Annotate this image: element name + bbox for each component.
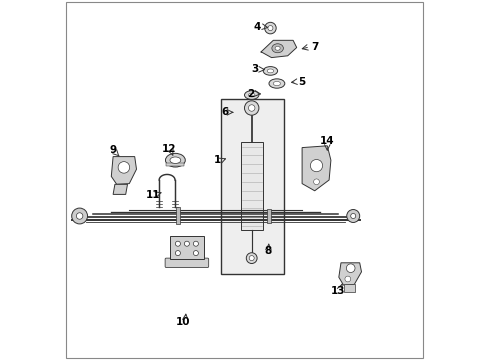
Ellipse shape bbox=[273, 81, 280, 86]
Circle shape bbox=[72, 208, 87, 224]
Circle shape bbox=[184, 241, 189, 246]
Bar bbox=[166, 163, 184, 166]
Polygon shape bbox=[260, 40, 296, 58]
Bar bbox=[241, 142, 262, 230]
Bar bbox=[221, 99, 284, 274]
Circle shape bbox=[246, 253, 257, 264]
Text: 11: 11 bbox=[146, 190, 161, 200]
Circle shape bbox=[248, 105, 254, 111]
Text: 3: 3 bbox=[250, 64, 258, 74]
Text: 6: 6 bbox=[221, 107, 228, 117]
Bar bbox=[266, 209, 270, 223]
Text: 5: 5 bbox=[298, 77, 305, 87]
Circle shape bbox=[267, 26, 272, 31]
Text: 14: 14 bbox=[319, 136, 334, 147]
Circle shape bbox=[76, 213, 82, 219]
Text: 10: 10 bbox=[175, 317, 189, 327]
Ellipse shape bbox=[266, 69, 273, 73]
Circle shape bbox=[264, 22, 276, 34]
Polygon shape bbox=[111, 157, 136, 184]
Circle shape bbox=[346, 210, 359, 222]
Polygon shape bbox=[113, 184, 127, 194]
Text: 2: 2 bbox=[247, 89, 254, 99]
Text: 1: 1 bbox=[213, 155, 221, 165]
Polygon shape bbox=[338, 263, 361, 285]
Ellipse shape bbox=[170, 157, 181, 163]
Ellipse shape bbox=[268, 79, 284, 88]
Polygon shape bbox=[302, 146, 330, 191]
Ellipse shape bbox=[263, 67, 277, 75]
Text: 9: 9 bbox=[109, 145, 117, 156]
Bar bbox=[169, 236, 203, 259]
Circle shape bbox=[350, 213, 355, 219]
Circle shape bbox=[310, 159, 322, 172]
FancyBboxPatch shape bbox=[165, 258, 208, 267]
Circle shape bbox=[344, 276, 350, 282]
Text: 4: 4 bbox=[253, 22, 260, 32]
Text: 8: 8 bbox=[264, 246, 271, 256]
Circle shape bbox=[118, 162, 129, 173]
Ellipse shape bbox=[244, 91, 258, 99]
Text: 7: 7 bbox=[310, 42, 318, 52]
Bar bbox=[176, 207, 179, 224]
Ellipse shape bbox=[271, 44, 283, 53]
Ellipse shape bbox=[275, 46, 280, 50]
Circle shape bbox=[193, 241, 198, 246]
Circle shape bbox=[244, 101, 258, 115]
Circle shape bbox=[313, 179, 319, 185]
Ellipse shape bbox=[248, 93, 254, 97]
Ellipse shape bbox=[165, 153, 185, 167]
Text: 12: 12 bbox=[162, 144, 176, 154]
Circle shape bbox=[193, 251, 198, 256]
Text: 13: 13 bbox=[330, 285, 345, 296]
Circle shape bbox=[175, 241, 180, 246]
Circle shape bbox=[249, 256, 254, 261]
Polygon shape bbox=[343, 284, 355, 292]
Circle shape bbox=[175, 251, 180, 256]
Circle shape bbox=[346, 264, 354, 273]
